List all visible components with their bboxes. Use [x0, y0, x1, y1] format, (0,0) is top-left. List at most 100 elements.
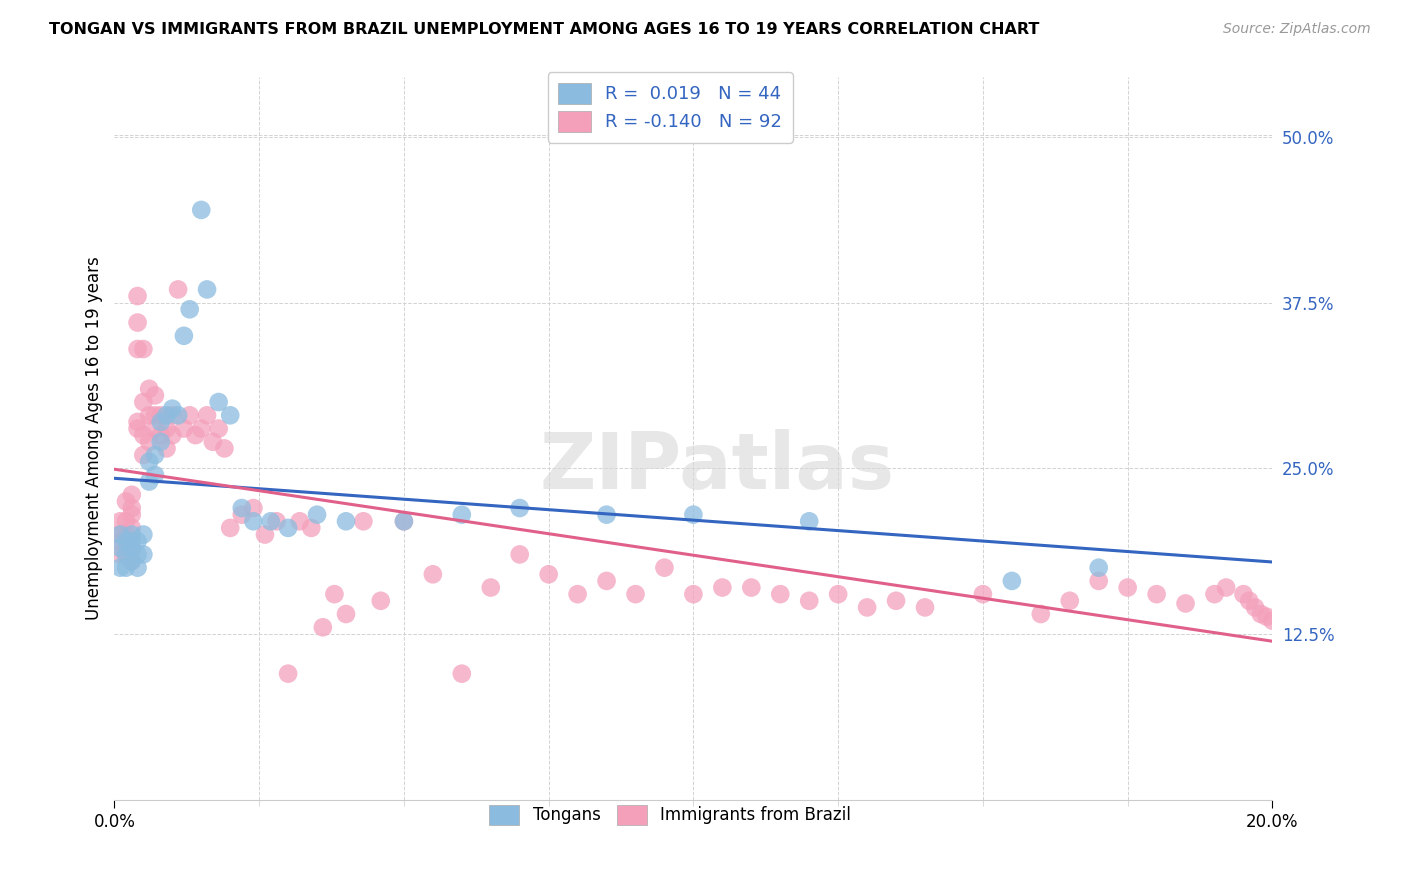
Point	[1059, 594, 1081, 608]
Point	[179, 302, 201, 317]
Point	[138, 409, 160, 423]
Point	[740, 581, 762, 595]
Point	[827, 587, 849, 601]
Point	[914, 600, 936, 615]
Point	[132, 527, 155, 541]
Point	[121, 488, 143, 502]
Point	[1146, 587, 1168, 601]
Point	[132, 428, 155, 442]
Point	[335, 607, 357, 621]
Point	[323, 587, 346, 601]
Point	[1232, 587, 1254, 601]
Point	[108, 527, 131, 541]
Point	[127, 289, 149, 303]
Point	[115, 560, 138, 574]
Point	[1116, 581, 1139, 595]
Point	[179, 409, 201, 423]
Point	[856, 600, 879, 615]
Point	[121, 508, 143, 522]
Point	[595, 574, 617, 588]
Point	[207, 421, 229, 435]
Point	[1239, 594, 1261, 608]
Point	[162, 409, 184, 423]
Point	[190, 421, 212, 435]
Point	[121, 541, 143, 555]
Point	[509, 501, 531, 516]
Point	[884, 594, 907, 608]
Point	[277, 666, 299, 681]
Point	[108, 541, 131, 555]
Point	[121, 554, 143, 568]
Point	[242, 514, 264, 528]
Point	[127, 560, 149, 574]
Point	[132, 395, 155, 409]
Point	[253, 527, 276, 541]
Point	[149, 434, 172, 449]
Point	[115, 548, 138, 562]
Point	[1256, 609, 1278, 624]
Point	[422, 567, 444, 582]
Point	[392, 514, 415, 528]
Point	[799, 514, 821, 528]
Point	[260, 514, 283, 528]
Text: ZIPatlas: ZIPatlas	[538, 429, 894, 506]
Point	[1261, 614, 1284, 628]
Point	[1204, 587, 1226, 601]
Point	[121, 534, 143, 549]
Point	[1250, 607, 1272, 621]
Point	[1087, 574, 1109, 588]
Point	[115, 514, 138, 528]
Point	[115, 534, 138, 549]
Point	[138, 475, 160, 489]
Point	[370, 594, 392, 608]
Point	[138, 455, 160, 469]
Text: Source: ZipAtlas.com: Source: ZipAtlas.com	[1223, 22, 1371, 37]
Point	[143, 467, 166, 482]
Point	[121, 554, 143, 568]
Point	[201, 434, 224, 449]
Point	[138, 382, 160, 396]
Point	[769, 587, 792, 601]
Point	[115, 548, 138, 562]
Point	[288, 514, 311, 528]
Point	[143, 388, 166, 402]
Point	[195, 282, 218, 296]
Point	[352, 514, 374, 528]
Point	[155, 442, 177, 456]
Point	[207, 395, 229, 409]
Point	[799, 594, 821, 608]
Point	[143, 448, 166, 462]
Point	[115, 494, 138, 508]
Point	[266, 514, 288, 528]
Point	[108, 548, 131, 562]
Point	[143, 409, 166, 423]
Point	[972, 587, 994, 601]
Point	[167, 409, 190, 423]
Point	[195, 409, 218, 423]
Point	[711, 581, 734, 595]
Point	[214, 442, 236, 456]
Point	[132, 548, 155, 562]
Point	[450, 508, 472, 522]
Point	[108, 560, 131, 574]
Point	[127, 342, 149, 356]
Point	[149, 428, 172, 442]
Point	[138, 434, 160, 449]
Point	[624, 587, 647, 601]
Point	[682, 508, 704, 522]
Point	[312, 620, 335, 634]
Point	[108, 534, 131, 549]
Point	[132, 448, 155, 462]
Point	[127, 548, 149, 562]
Point	[1029, 607, 1052, 621]
Point	[149, 409, 172, 423]
Point	[1174, 596, 1197, 610]
Point	[307, 508, 329, 522]
Point	[1244, 600, 1267, 615]
Text: TONGAN VS IMMIGRANTS FROM BRAZIL UNEMPLOYMENT AMONG AGES 16 TO 19 YEARS CORRELAT: TONGAN VS IMMIGRANTS FROM BRAZIL UNEMPLO…	[49, 22, 1039, 37]
Point	[162, 428, 184, 442]
Point	[167, 282, 190, 296]
Point	[121, 501, 143, 516]
Point	[121, 541, 143, 555]
Point	[219, 409, 242, 423]
